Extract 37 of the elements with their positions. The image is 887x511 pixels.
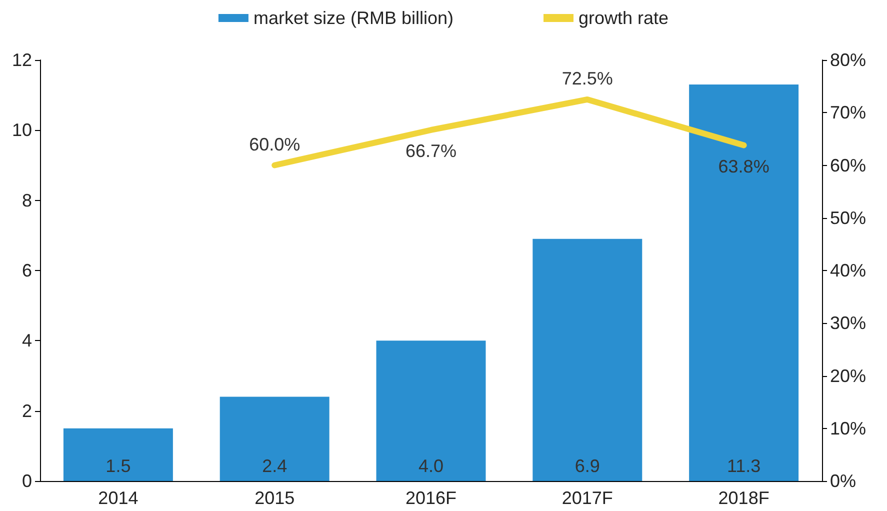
y2-tick-label: 20%	[830, 366, 866, 386]
bar	[63, 428, 173, 481]
y-tick-label: 10	[12, 120, 32, 140]
y2-tick-label: 30%	[830, 313, 866, 334]
bar	[376, 340, 486, 481]
x-tick-label: 2016F	[405, 488, 457, 508]
bar	[532, 238, 642, 481]
bar	[689, 84, 799, 481]
data-label: 72.5%	[562, 68, 613, 88]
x-tick-label: 2015	[254, 488, 295, 508]
y2-tick-label: 40%	[830, 260, 866, 280]
x-tick-label: 2017F	[562, 488, 613, 508]
y-tick-label: 2	[22, 400, 32, 421]
data-label: 66.7%	[405, 140, 457, 161]
y-tick-label: 4	[22, 330, 32, 351]
data-label: 63.8%	[718, 156, 770, 176]
data-label: 6.9	[574, 456, 600, 476]
y2-tick-label: 50%	[830, 208, 866, 228]
data-label: 60.0%	[249, 134, 300, 154]
data-label: 1.5	[106, 456, 131, 476]
bar	[220, 396, 330, 481]
y-tick-label: 6	[22, 260, 32, 280]
y2-tick-label: 70%	[830, 102, 866, 123]
x-tick-label: 2014	[98, 488, 138, 508]
y2-tick-label: 80%	[830, 50, 866, 70]
x-tick-label: 2018F	[718, 488, 770, 508]
legend-label: market size (RMB billion)	[253, 8, 454, 28]
y-tick-label: 0	[22, 471, 32, 491]
data-label: 11.3	[726, 456, 761, 476]
y2-tick-label: 60%	[830, 155, 866, 176]
legend-label: growth rate	[578, 8, 669, 28]
y2-tick-label: 10%	[830, 418, 866, 438]
y2-tick-label: 0%	[830, 471, 856, 491]
data-label: 4.0	[418, 456, 444, 476]
y-tick-label: 8	[22, 190, 32, 210]
y-tick-label: 12	[12, 50, 32, 70]
data-label: 2.4	[262, 456, 288, 476]
